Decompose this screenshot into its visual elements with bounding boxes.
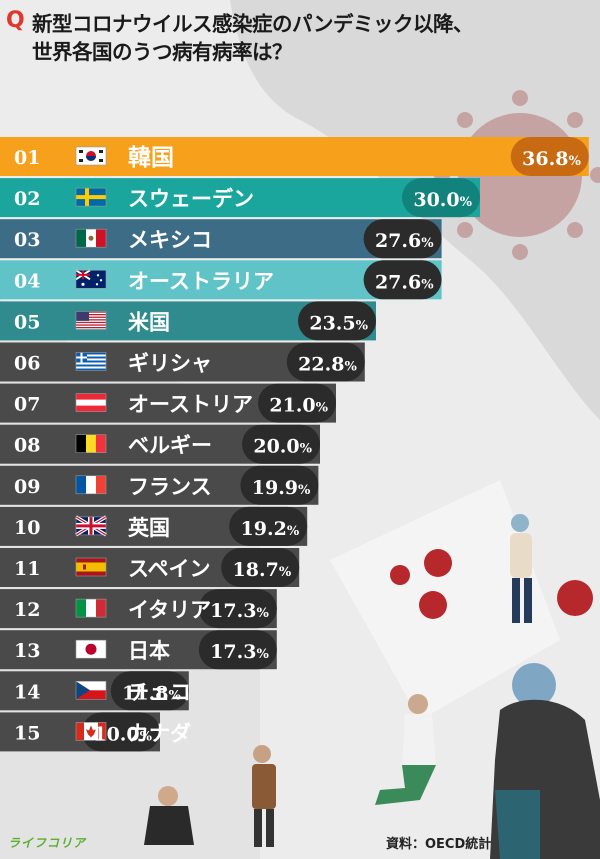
value-label: 11.8% <box>122 682 181 704</box>
rank-label: 11 <box>14 558 40 580</box>
greece-flag-icon <box>75 352 107 371</box>
bar-row: 11 スペイン 18.7% <box>0 548 300 587</box>
korea-flag-icon <box>75 146 107 166</box>
country-label: 英国 <box>128 516 170 540</box>
value-badge <box>363 260 442 300</box>
value-badge <box>110 671 189 711</box>
usa-flag-icon <box>75 311 107 330</box>
bar-row: 13 日本 17.3% <box>0 630 277 670</box>
title-line-1: 新型コロナウイルス感染症のパンデミック以降、 <box>32 12 474 36</box>
virus-small-icon <box>390 549 593 619</box>
canada-flag-icon <box>75 722 107 741</box>
czech-flag-icon <box>75 680 107 700</box>
bar-row: 09 フランス 19.9% <box>0 465 319 505</box>
bar-row: 06 ギリシャ 22.8% <box>0 342 365 382</box>
value-label: 23.5% <box>309 312 368 334</box>
rank-label: 15 <box>14 722 40 744</box>
country-label: ベルギー <box>128 434 212 458</box>
value-label: 21.0% <box>269 395 328 417</box>
value-label: 17.3% <box>210 600 269 622</box>
value-label: 10.0% <box>93 723 152 745</box>
value-badge <box>240 465 319 505</box>
bar-row: 10 英国 19.2% <box>0 506 308 546</box>
rank-label: 06 <box>14 353 40 375</box>
value-label: 30.0% <box>413 189 472 211</box>
country-label: オーストリア <box>128 393 253 417</box>
value-label: 20.0% <box>253 436 312 458</box>
title-line-2: 世界各国のうつ病有病率は？ <box>32 40 293 64</box>
rank-label: 02 <box>14 188 40 210</box>
title-text: 新型コロナウイルス感染症のパンデミック以降、 世界各国のうつ病有病率は？ <box>32 10 598 66</box>
value-label: 18.7% <box>233 559 292 581</box>
value-badge <box>510 137 589 176</box>
rank-label: 09 <box>14 476 40 498</box>
spain-flag-icon <box>75 557 107 577</box>
source-note: 資料：OECD統計 <box>386 837 492 852</box>
bar-row: 03 メキシコ 27.6% <box>0 219 442 259</box>
rank-label: 01 <box>14 147 40 169</box>
country-label: イタリア <box>128 598 211 622</box>
bar-row: 07 オーストリア 21.0% <box>0 383 336 423</box>
rank-label: 13 <box>14 640 40 662</box>
bar-row: 01 韓国 36.8% <box>0 137 589 176</box>
country-label: フランス <box>128 475 212 499</box>
value-badge <box>242 424 320 464</box>
value-badge <box>258 383 336 423</box>
value-badge <box>402 178 480 218</box>
france-flag-icon <box>75 475 107 495</box>
value-label: 19.2% <box>241 518 300 540</box>
country-label: スウェーデン <box>128 187 254 211</box>
value-badge <box>221 548 300 587</box>
sweden-flag-icon <box>75 187 107 207</box>
value-badge <box>198 630 277 670</box>
value-label: 17.3% <box>210 641 269 663</box>
value-badge <box>229 506 308 546</box>
country-label: ギリシャ <box>128 352 212 376</box>
rank-label: 07 <box>14 394 40 416</box>
belgium-flag-icon <box>75 434 107 454</box>
value-label: 36.8% <box>522 148 581 170</box>
value-label: 22.8% <box>298 354 357 376</box>
value-label: 27.6% <box>375 230 434 252</box>
country-label: 日本 <box>128 639 170 663</box>
country-label: メキシコ <box>128 228 212 252</box>
country-label: チェコ <box>128 680 191 704</box>
uk-flag-icon <box>75 515 107 537</box>
bar-row: 05 米国 23.5% <box>0 301 376 341</box>
australia-flag-icon <box>75 269 107 289</box>
value-badge <box>198 589 277 629</box>
country-label: スペイン <box>128 557 211 581</box>
country-label: 米国 <box>128 310 170 334</box>
rank-label: 05 <box>14 311 40 333</box>
people-illustration <box>144 514 600 859</box>
rank-label: 04 <box>14 270 40 292</box>
value-badge <box>298 301 376 341</box>
austria-flag-icon <box>75 393 107 412</box>
italy-flag-icon <box>75 598 107 618</box>
country-label: カナダ <box>128 721 191 745</box>
value-badge <box>286 342 365 382</box>
rank-label: 08 <box>14 435 40 457</box>
rank-label: 03 <box>14 229 40 251</box>
country-label: 韓国 <box>128 144 174 171</box>
country-label: オーストラリア <box>128 269 274 293</box>
question-mark-icon: Q <box>6 8 25 33</box>
value-badge <box>363 219 442 259</box>
bar-row: 04 オーストラリア 27.6% <box>0 260 442 300</box>
brand-logo: ライフコリア <box>8 836 87 850</box>
japan-flag-icon <box>75 639 107 659</box>
bar-row: 08 ベルギー 20.0% <box>0 424 320 464</box>
mexico-flag-icon <box>75 228 107 248</box>
rank-label: 12 <box>14 599 40 621</box>
value-label: 27.6% <box>375 271 434 293</box>
value-label: 19.9% <box>252 477 311 499</box>
rank-label: 14 <box>14 681 40 703</box>
rank-label: 10 <box>14 517 40 539</box>
bar-row: 02 スウェーデン 30.0% <box>0 178 480 218</box>
